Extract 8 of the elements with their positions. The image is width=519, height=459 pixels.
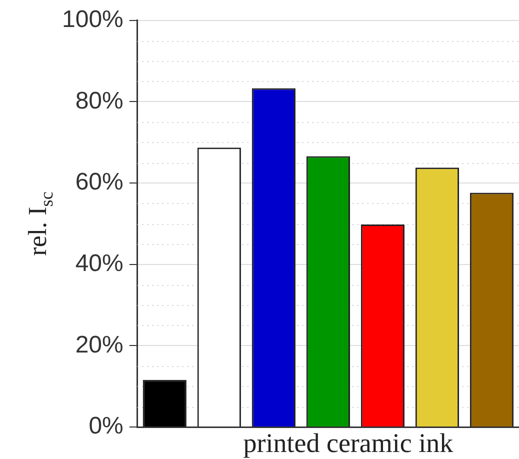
y-tick-label: 100%: [62, 6, 124, 34]
y-axis-title: rel. Isc: [23, 192, 56, 256]
y-tick-label: 40%: [75, 250, 124, 277]
y-tick-label: 20%: [75, 331, 124, 358]
y-tick-label: 80%: [75, 87, 124, 114]
y-tick-label: 60%: [75, 168, 124, 196]
y-tick-label: 0%: [88, 412, 124, 440]
x-axis-title: printed ceramic ink: [243, 428, 454, 458]
